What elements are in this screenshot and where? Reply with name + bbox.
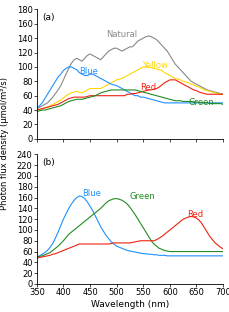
Text: Green: Green [129,192,154,201]
X-axis label: Wavelength (nm): Wavelength (nm) [90,300,168,309]
Text: (b): (b) [42,158,55,167]
Text: (a): (a) [42,13,55,22]
Text: Natural: Natural [106,30,137,39]
Text: Blue: Blue [79,67,98,76]
Text: Green: Green [188,98,214,107]
Text: Photon flux density (μmol/m²/s): Photon flux density (μmol/m²/s) [0,77,9,210]
Text: Yellow: Yellow [142,61,167,70]
Text: Red: Red [140,83,156,91]
Text: Red: Red [187,210,203,219]
Text: Blue: Blue [81,189,100,198]
